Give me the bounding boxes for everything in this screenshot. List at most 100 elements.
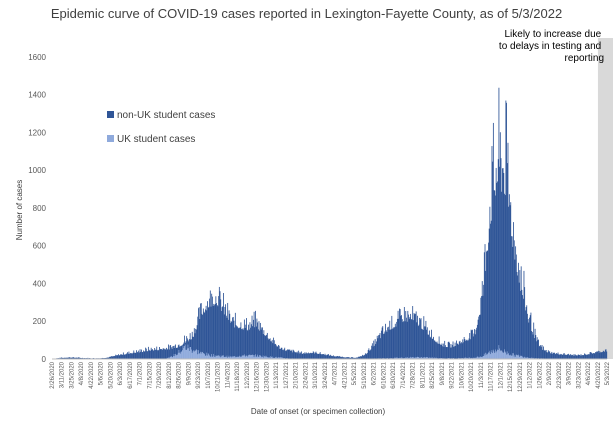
bar-uk-student	[268, 357, 270, 359]
bar-non-uk-student	[317, 353, 319, 359]
bar-non-uk-student	[323, 354, 325, 359]
bar-non-uk-student	[228, 310, 230, 356]
bar-uk-student	[248, 355, 249, 359]
bar-non-uk-student	[297, 353, 299, 359]
bar-non-uk-student	[199, 319, 201, 354]
bar-uk-student	[230, 356, 231, 359]
bar-uk-student	[477, 356, 479, 359]
bar-non-uk-student	[168, 349, 170, 359]
bar-non-uk-student	[354, 357, 356, 359]
bar-non-uk-student	[522, 298, 524, 358]
bar-non-uk-student	[524, 287, 526, 357]
bar-non-uk-student	[265, 335, 267, 356]
bar-non-uk-student	[372, 346, 374, 359]
bar-uk-student	[270, 356, 272, 359]
bar-non-uk-student	[67, 357, 69, 359]
bar-uk-student	[410, 356, 412, 359]
bar-uk-student	[504, 349, 505, 359]
bar-non-uk-student	[458, 341, 460, 359]
bar-non-uk-student	[434, 340, 436, 358]
bar-non-uk-student	[565, 354, 567, 359]
bar-uk-student	[474, 357, 476, 359]
bar-non-uk-student	[262, 334, 264, 356]
bar-non-uk-student	[184, 335, 185, 347]
bar-uk-student	[253, 357, 255, 359]
bar-non-uk-student	[61, 357, 63, 359]
bar-non-uk-student	[442, 343, 444, 359]
bar-uk-student	[526, 357, 528, 359]
x-tick-label: 11/17/2021	[489, 361, 495, 391]
bar-non-uk-student	[122, 354, 124, 359]
bar-uk-student	[431, 357, 432, 359]
bar-non-uk-student	[516, 271, 518, 355]
bar-non-uk-student	[79, 357, 80, 359]
x-tick-label: 7/29/2020	[157, 361, 163, 388]
bar-non-uk-student	[545, 350, 547, 359]
bar-non-uk-student	[108, 357, 110, 359]
bar-non-uk-student	[418, 324, 420, 358]
bar-uk-student	[271, 356, 273, 359]
bar-non-uk-student	[227, 302, 229, 358]
bar-uk-student	[179, 352, 181, 359]
bar-uk-student	[168, 357, 169, 359]
bar-non-uk-student	[583, 355, 585, 359]
bar-uk-student	[183, 348, 185, 359]
bar-non-uk-student	[494, 190, 496, 353]
bar-non-uk-student	[284, 350, 286, 359]
bar-non-uk-student	[213, 303, 215, 354]
bar-uk-student	[482, 356, 484, 359]
y-tick-label: 800	[33, 204, 47, 213]
bar-uk-student	[496, 351, 498, 359]
bar-non-uk-student	[154, 347, 156, 359]
bar-non-uk-student	[147, 351, 149, 359]
bar-non-uk-student	[586, 354, 588, 359]
bar-non-uk-student	[538, 339, 539, 359]
bar-uk-student	[220, 357, 222, 359]
bar-non-uk-student	[384, 331, 386, 359]
bar-uk-student	[424, 357, 425, 359]
bar-uk-student	[205, 355, 206, 359]
bar-non-uk-student	[291, 352, 293, 359]
bar-non-uk-student	[383, 333, 384, 359]
bar-non-uk-student	[577, 354, 579, 359]
bar-non-uk-student	[182, 344, 184, 347]
bar-non-uk-student	[307, 353, 309, 359]
bar-non-uk-student	[469, 333, 471, 358]
bar-non-uk-student	[437, 343, 439, 359]
bar-uk-student	[419, 357, 421, 359]
bar-non-uk-student	[599, 351, 601, 359]
bar-non-uk-student	[532, 334, 534, 358]
bar-non-uk-student	[477, 319, 479, 357]
x-tick-label: 5/3/2022	[605, 361, 611, 385]
bar-uk-student	[531, 357, 533, 359]
bar-non-uk-student	[476, 327, 478, 358]
y-axis-ticks: 0 200 400 600 800 1000 1200 1400 1600	[28, 53, 46, 364]
bar-non-uk-student	[278, 345, 279, 358]
bar-non-uk-student	[233, 320, 235, 357]
bar-non-uk-student	[490, 223, 492, 355]
bar-non-uk-student	[606, 351, 608, 359]
bar-non-uk-student	[543, 349, 545, 359]
bar-non-uk-student	[501, 191, 503, 351]
bar-uk-student	[261, 357, 263, 359]
bar-uk-student	[173, 356, 174, 359]
bar-non-uk-student	[507, 142, 509, 355]
bar-non-uk-student	[319, 352, 321, 359]
bar-uk-student	[262, 355, 264, 359]
bar-non-uk-student	[464, 339, 466, 358]
bar-uk-student	[216, 355, 217, 359]
bar-non-uk-student	[172, 346, 174, 358]
bar-non-uk-student	[243, 319, 245, 355]
bar-uk-student	[243, 354, 245, 359]
bar-non-uk-student	[581, 355, 583, 359]
bar-uk-student	[187, 344, 189, 359]
bar-uk-student	[492, 353, 494, 359]
annotation-text: Likely to increase due to delays in test…	[499, 29, 604, 64]
bar-non-uk-student	[452, 341, 454, 359]
bar-non-uk-student	[183, 342, 185, 349]
bar-uk-student	[476, 357, 478, 359]
bar-non-uk-student	[160, 349, 162, 359]
bar-non-uk-student	[544, 350, 546, 359]
bar-non-uk-student	[441, 343, 443, 359]
x-tick-label: 3/24/2021	[323, 361, 329, 388]
